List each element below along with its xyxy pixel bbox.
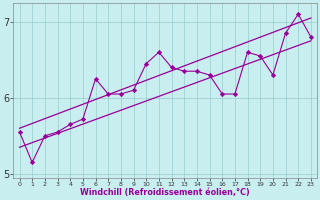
X-axis label: Windchill (Refroidissement éolien,°C): Windchill (Refroidissement éolien,°C) <box>80 188 250 197</box>
